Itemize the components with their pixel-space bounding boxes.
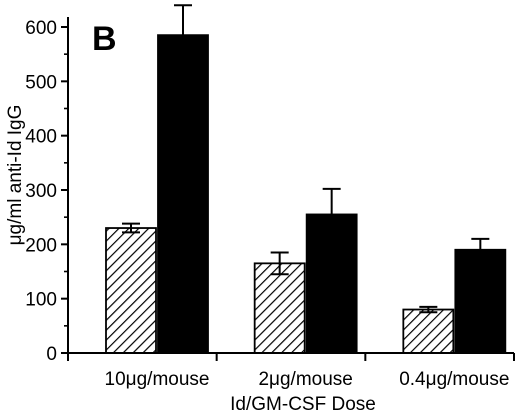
x-category-label-2: 0.4μg/mouse	[399, 369, 509, 390]
y-tick-label-1: 100	[25, 290, 57, 311]
y-tick-label-4: 400	[25, 127, 57, 148]
x-category-label-0: 10μg/mouse	[105, 369, 210, 390]
bar-hatched-1	[253, 262, 306, 354]
panel-label: B	[92, 20, 117, 58]
bar-solid-2	[454, 248, 507, 354]
bar-hatched-0	[105, 227, 157, 354]
y-tick-label-0: 0	[46, 344, 57, 365]
y-tick-label-3: 300	[25, 181, 57, 202]
y-tick-label-2: 200	[25, 235, 57, 256]
x-axis-title: Id/GM-CSF Dose	[230, 394, 376, 415]
y-tick-label-6: 600	[25, 18, 57, 39]
bar-hatched-2	[402, 308, 455, 354]
bar-solid-0	[157, 34, 209, 354]
y-tick-label-5: 500	[25, 72, 57, 93]
x-category-label-1: 2μg/mouse	[258, 369, 352, 390]
y-axis-title: μg/ml anti-Id IgG	[5, 105, 26, 246]
bar-solid-1	[305, 213, 358, 354]
